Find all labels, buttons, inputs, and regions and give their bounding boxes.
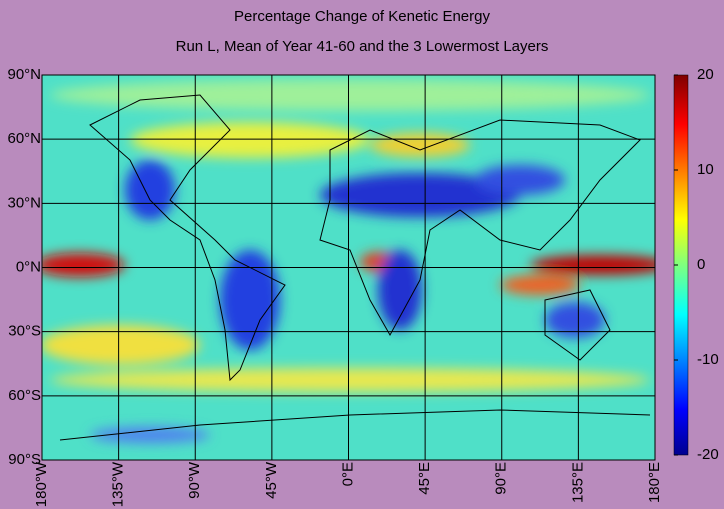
x-tick-label: 45°E — [416, 462, 433, 495]
subtitle: Run L, Mean of Year 41-60 and the 3 Lowe… — [176, 38, 549, 55]
colorbar-tick-label: -10 — [697, 351, 719, 368]
x-tick-label: 180°E — [646, 462, 663, 503]
x-tick-label: 90°E — [493, 462, 510, 495]
colorbar-tick-label: 0 — [697, 256, 705, 273]
x-tick-label: 0°E — [339, 462, 356, 486]
y-tick-label: 30°S — [8, 323, 41, 340]
x-tick-label: 135°E — [569, 462, 586, 503]
map-frame — [41, 74, 656, 461]
y-tick-label: 0°N — [16, 258, 41, 275]
y-tick-label: 90°S — [8, 451, 41, 468]
y-tick-label: 90°N — [7, 66, 41, 83]
colorbar-tick-label: 10 — [697, 161, 714, 178]
y-tick-label: 30°N — [7, 194, 41, 211]
title: Percentage Change of Kenetic Energy — [234, 8, 491, 25]
y-tick-label: 60°S — [8, 387, 41, 404]
x-tick-label: 45°W — [263, 461, 280, 499]
colorbar-tick-label: 20 — [697, 66, 714, 83]
x-tick-label: 180°W — [33, 461, 50, 507]
y-tick-label: 60°N — [7, 130, 41, 147]
x-tick-label: 135°W — [110, 461, 127, 507]
x-tick-label: 90°W — [186, 461, 203, 499]
colorbar-tick-label: -20 — [697, 446, 719, 463]
